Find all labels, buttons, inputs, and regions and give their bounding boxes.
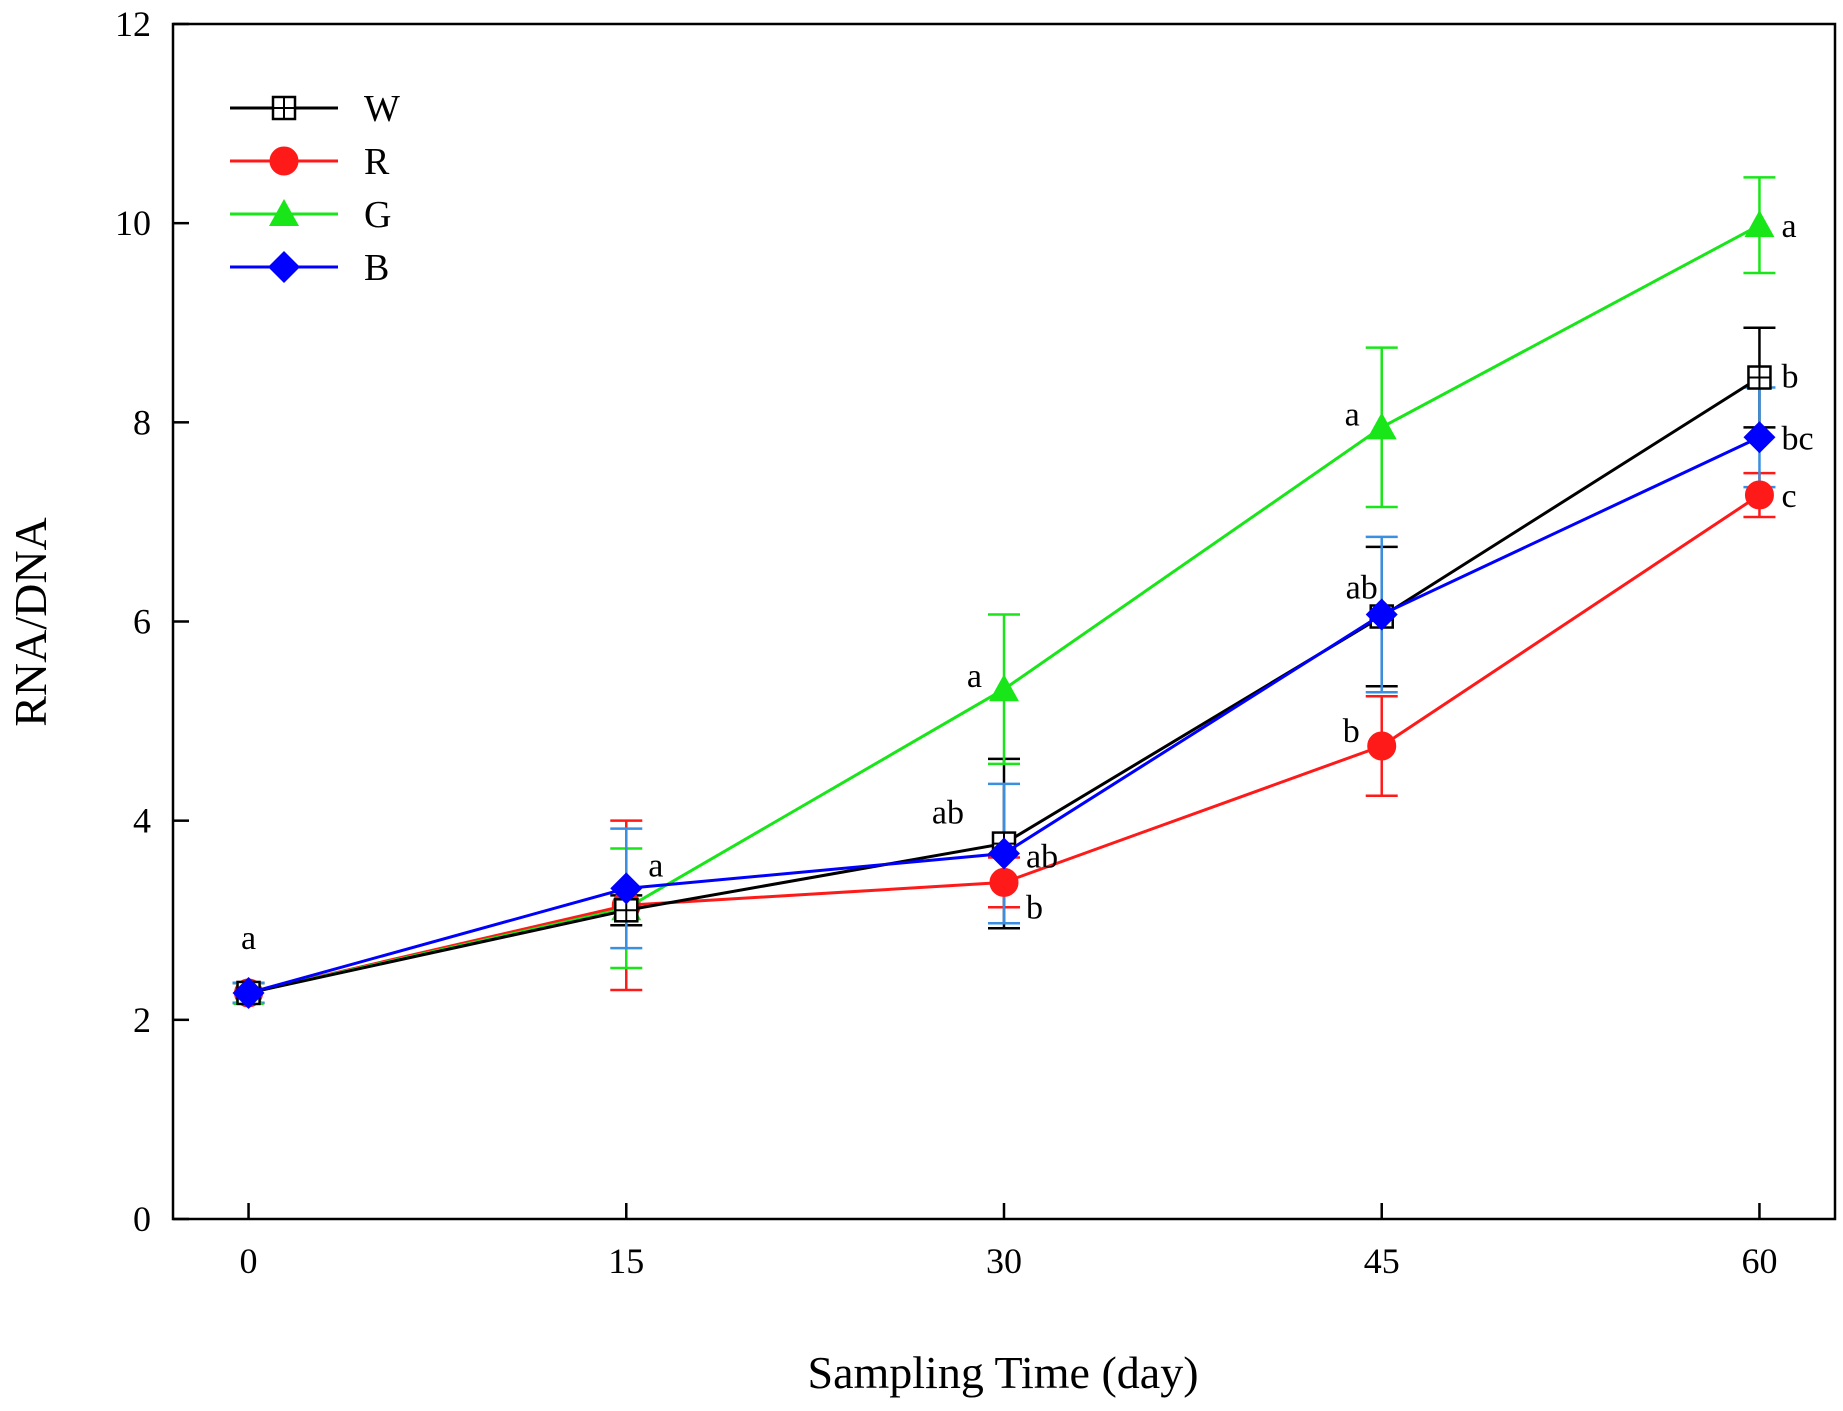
significance-label-G: a bbox=[1345, 396, 1360, 433]
marker-circle bbox=[1744, 480, 1774, 510]
legend-item-R: R bbox=[230, 141, 390, 183]
marker-diamond bbox=[610, 872, 643, 905]
legend-item-B: B bbox=[230, 247, 389, 289]
marker-triangle bbox=[269, 199, 299, 226]
significance-label-G: a bbox=[967, 658, 982, 695]
y-axis-title: RNA/DNA bbox=[5, 517, 56, 727]
x-tick-label: 45 bbox=[1364, 1241, 1400, 1281]
marker-diamond bbox=[988, 837, 1020, 870]
significance-label-G: a bbox=[1781, 208, 1796, 245]
marker-circle bbox=[269, 146, 299, 176]
marker-diamond bbox=[1743, 421, 1776, 454]
x-tick-label: 30 bbox=[986, 1241, 1022, 1281]
y-tick-label: 0 bbox=[133, 1199, 151, 1239]
legend-label: W bbox=[364, 88, 400, 130]
legend-marker bbox=[269, 146, 299, 176]
significance-label-W: b bbox=[1781, 359, 1798, 396]
y-tick-label: 12 bbox=[115, 4, 151, 44]
legend-marker bbox=[269, 199, 299, 226]
data-point-R bbox=[1744, 480, 1774, 510]
data-point-B bbox=[988, 837, 1020, 870]
data-point-B bbox=[232, 976, 265, 1009]
x-tick-label: 0 bbox=[240, 1241, 258, 1281]
data-point-R bbox=[1367, 731, 1397, 761]
significance-label-B: a bbox=[648, 847, 663, 884]
marker-triangle bbox=[1366, 412, 1397, 440]
marker-diamond bbox=[1365, 598, 1398, 631]
significance-label-R: b bbox=[1343, 713, 1360, 750]
data-point-G bbox=[989, 674, 1019, 702]
series-layer bbox=[232, 176, 1776, 1009]
data-point-B bbox=[1743, 421, 1776, 454]
legend-label: G bbox=[364, 194, 391, 236]
y-tick-label: 2 bbox=[133, 1000, 151, 1040]
axes-layer: 0 2 4 6 8 10 12 0 15 30 45 60 bbox=[115, 4, 1837, 1281]
marker-circle bbox=[989, 867, 1019, 897]
marker-circle bbox=[1367, 731, 1397, 761]
marker-diamond bbox=[268, 251, 300, 283]
legend-marker bbox=[268, 251, 300, 283]
data-point-B bbox=[610, 872, 643, 905]
y-tick-label: 4 bbox=[133, 801, 151, 841]
marker-triangle bbox=[989, 674, 1019, 702]
data-point-B bbox=[1365, 598, 1398, 631]
data-point-G bbox=[1744, 210, 1775, 238]
y-tick-label: 6 bbox=[133, 602, 151, 642]
data-point-R bbox=[989, 867, 1019, 897]
significance-label-B: ab bbox=[1346, 570, 1378, 607]
x-axis-title: Sampling Time (day) bbox=[807, 1347, 1198, 1398]
significance-label-R: c bbox=[1781, 478, 1796, 515]
legend-item-G: G bbox=[230, 194, 391, 236]
legend-item-W: W bbox=[230, 88, 400, 130]
data-point-W bbox=[1747, 365, 1772, 390]
significance-label-B: bc bbox=[1781, 420, 1813, 457]
legend-marker bbox=[271, 95, 297, 121]
marker-diamond bbox=[232, 976, 265, 1009]
x-tick-label: 60 bbox=[1741, 1241, 1777, 1281]
legend-label: R bbox=[364, 141, 390, 183]
y-tick-label: 10 bbox=[115, 203, 151, 243]
significance-label-R: b bbox=[1026, 889, 1043, 926]
data-point-G bbox=[1366, 412, 1397, 440]
significance-label-B: ab bbox=[1026, 839, 1058, 876]
significance-label-W: ab bbox=[932, 795, 964, 832]
marker-triangle bbox=[1744, 210, 1775, 238]
legend-label: B bbox=[364, 247, 389, 289]
y-tick-label: 8 bbox=[133, 402, 151, 442]
x-tick-label: 15 bbox=[608, 1241, 644, 1281]
significance-label-B: a bbox=[241, 920, 256, 957]
